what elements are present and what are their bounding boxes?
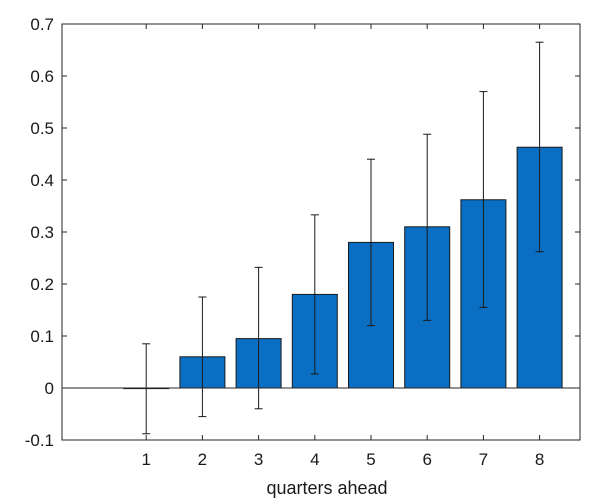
y-tick-label: 0.3 (30, 223, 54, 242)
y-tick-label: 0.5 (30, 119, 54, 138)
error-bars (142, 41, 544, 435)
y-tick-label: -0.1 (25, 431, 54, 450)
x-tick-label: 4 (310, 450, 319, 469)
x-tick-label: 8 (535, 450, 544, 469)
y-tick-label: 0 (45, 379, 54, 398)
x-tick-label: 7 (479, 450, 488, 469)
y-tick-label: 0.1 (30, 327, 54, 346)
y-tick-label: 0.7 (30, 15, 54, 34)
x-tick-label: 1 (141, 450, 150, 469)
x-tick-label: 3 (254, 450, 263, 469)
y-tick-label: 0.2 (30, 275, 54, 294)
x-tick-label: 6 (422, 450, 431, 469)
x-axis-label: quarters ahead (266, 478, 387, 498)
y-tick-label: 0.6 (30, 67, 54, 86)
y-axis: -0.1 0 0.1 0.2 0.3 0.4 0.5 0.6 0.7 (25, 15, 580, 450)
x-axis: 1 2 3 4 5 6 7 8 (141, 24, 544, 469)
y-tick-label: 0.4 (30, 171, 54, 190)
x-tick-label: 5 (366, 450, 375, 469)
bars (123, 146, 563, 390)
x-tick-label: 2 (198, 450, 207, 469)
